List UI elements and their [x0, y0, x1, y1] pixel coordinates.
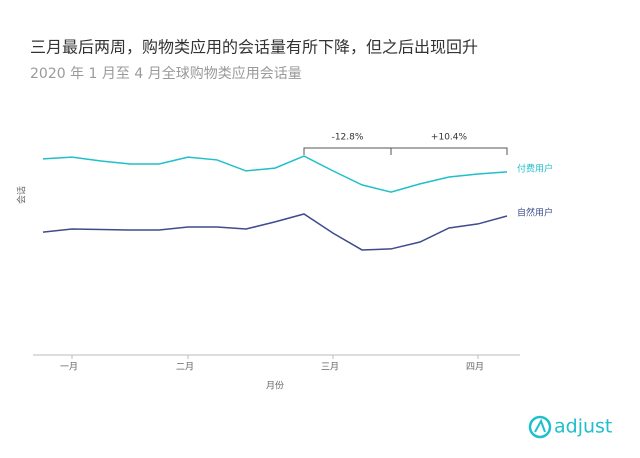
logo-icon	[528, 415, 552, 439]
x-tick-label: 一月	[60, 362, 78, 373]
annotation-label: +10.4%	[431, 133, 468, 143]
annotation-label: -12.8%	[332, 133, 364, 143]
series-label: 付费用户	[517, 162, 553, 174]
logo: adjust	[528, 415, 612, 439]
annotation-bracket	[390, 147, 508, 155]
series-line	[42, 213, 508, 251]
x-tick-label: 二月	[176, 362, 194, 373]
logo-text: adjust	[554, 416, 612, 438]
chart-title: 三月最后两周，购物类应用的会话量有所下降，但之后出现回升	[30, 38, 478, 57]
series-label: 自然用户	[517, 207, 553, 219]
x-axis-label: 月份	[266, 380, 284, 392]
chart-subtitle: 2020 年 1 月至 4 月全球购物类应用会话量	[30, 65, 302, 82]
y-axis-label: 会话	[16, 186, 28, 204]
logo-icon-mark	[534, 418, 546, 433]
annotation-bracket	[303, 147, 392, 155]
x-tick-label: 三月	[321, 362, 339, 373]
x-tick-label: 四月	[466, 362, 484, 373]
series-line	[42, 155, 508, 193]
